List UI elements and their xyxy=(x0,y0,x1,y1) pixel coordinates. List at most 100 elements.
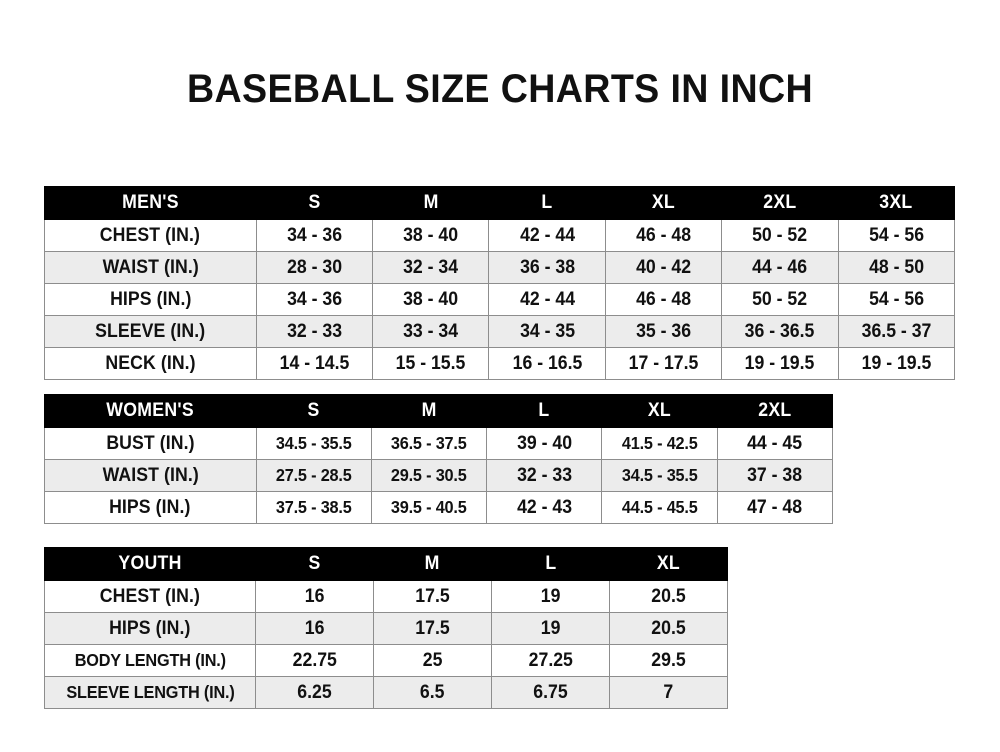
youth-measurement-cell: 22.75 xyxy=(255,644,374,677)
youth-category-header: YOUTH xyxy=(44,547,256,581)
youth-measurement-cell: 20.5 xyxy=(609,580,728,613)
womens-measurement-cell: 44.5 - 45.5 xyxy=(601,491,718,524)
mens-measurement-cell: 46 - 48 xyxy=(604,283,723,316)
youth-size-header-m: M xyxy=(373,547,492,581)
table-row: CHEST (IN.) 16 17.5 19 20.5 xyxy=(44,580,728,613)
youth-row-label: BODY LENGTH (IN.) xyxy=(44,644,256,677)
youth-measurement-cell: 27.25 xyxy=(491,644,610,677)
mens-measurement-cell: 34 - 35 xyxy=(488,315,606,348)
mens-measurement-cell: 15 - 15.5 xyxy=(372,347,490,380)
womens-measurement-cell: 34.5 - 35.5 xyxy=(601,459,718,492)
youth-measurement-cell: 20.5 xyxy=(609,612,728,645)
mens-category-header: MEN'S xyxy=(44,186,257,220)
table-row: WAIST (IN.) 27.5 - 28.5 29.5 - 30.5 32 - 33… xyxy=(44,459,834,492)
womens-measurement-cell: 37 - 38 xyxy=(716,459,834,492)
mens-measurement-cell: 19 - 19.5 xyxy=(721,347,839,380)
youth-measurement-cell: 29.5 xyxy=(609,644,728,677)
youth-measurement-cell: 6.75 xyxy=(491,676,610,709)
womens-size-header-2xl: 2XL xyxy=(716,394,834,428)
womens-measurement-cell: 39 - 40 xyxy=(486,427,603,460)
mens-row-label: WAIST (IN.) xyxy=(44,251,257,284)
womens-size-header-s: S xyxy=(255,394,372,428)
womens-measurement-cell: 41.5 - 42.5 xyxy=(601,427,718,460)
womens-row-label: WAIST (IN.) xyxy=(44,459,257,492)
mens-size-header-2xl: 2XL xyxy=(721,186,839,220)
page-title: BASEBALL SIZE CHARTS IN INCH xyxy=(186,67,814,111)
table-row: HIPS (IN.) 34 - 36 38 - 40 42 - 44 46 - 48 50… xyxy=(44,283,956,316)
mens-row-label: HIPS (IN.) xyxy=(44,283,257,316)
womens-measurement-cell: 29.5 - 30.5 xyxy=(370,459,488,492)
table-row: CHEST (IN.) 34 - 36 38 - 40 42 - 44 46 - 48 5… xyxy=(44,219,956,252)
mens-measurement-cell: 50 - 52 xyxy=(721,219,839,252)
youth-row-label: CHEST (IN.) xyxy=(44,580,256,613)
womens-measurement-cell: 44 - 45 xyxy=(716,427,834,460)
youth-measurement-cell: 6.25 xyxy=(255,676,374,709)
mens-measurement-cell: 48 - 50 xyxy=(837,251,956,284)
mens-measurement-cell: 44 - 46 xyxy=(721,251,839,284)
mens-measurement-cell: 28 - 30 xyxy=(255,251,374,284)
mens-size-header-3xl: 3XL xyxy=(837,186,956,220)
mens-row-label: SLEEVE (IN.) xyxy=(44,315,257,348)
mens-table-body: CHEST (IN.) 34 - 36 38 - 40 42 - 44 46 - 48 5… xyxy=(44,219,956,380)
mens-measurement-cell: 36 - 38 xyxy=(488,251,606,284)
table-row: HIPS (IN.) 37.5 - 38.5 39.5 - 40.5 42 - 43 4… xyxy=(44,491,834,524)
womens-header-row: WOMEN'S S M L XL 2XL xyxy=(44,394,834,428)
womens-measurement-cell: 42 - 43 xyxy=(486,491,603,524)
mens-measurement-cell: 19 - 19.5 xyxy=(837,347,956,380)
mens-measurement-cell: 32 - 34 xyxy=(372,251,490,284)
mens-measurement-cell: 50 - 52 xyxy=(721,283,839,316)
mens-measurement-cell: 40 - 42 xyxy=(604,251,723,284)
table-row: HIPS (IN.) 16 17.5 19 20.5 xyxy=(44,612,728,645)
youth-measurement-cell: 17.5 xyxy=(373,612,492,645)
table-row: SLEEVE (IN.) 32 - 33 33 - 34 34 - 35 35 - 36… xyxy=(44,315,956,348)
womens-measurement-cell: 37.5 - 38.5 xyxy=(255,491,372,524)
womens-measurement-cell: 27.5 - 28.5 xyxy=(255,459,372,492)
mens-table-head: MEN'S S M L XL 2XL 3XL xyxy=(44,186,956,220)
table-row: NECK (IN.) 14 - 14.5 15 - 15.5 16 - 16.5 17 … xyxy=(44,347,956,380)
womens-size-header-m: M xyxy=(370,394,488,428)
table-row: BODY LENGTH (IN.) 22.75 25 27.25 29.5 xyxy=(44,644,728,677)
youth-size-table: YOUTH S M L XL CHEST (IN.) 16 17.5 19 20.5 HIPS (… xyxy=(44,547,728,709)
mens-row-label: CHEST (IN.) xyxy=(44,219,257,252)
mens-size-header-s: S xyxy=(255,186,374,220)
womens-table-body: BUST (IN.) 34.5 - 35.5 36.5 - 37.5 39 - 40 4… xyxy=(44,427,834,524)
womens-measurement-cell: 47 - 48 xyxy=(716,491,834,524)
mens-measurement-cell: 36.5 - 37 xyxy=(837,315,956,348)
mens-measurement-cell: 36 - 36.5 xyxy=(721,315,839,348)
womens-measurement-cell: 32 - 33 xyxy=(486,459,603,492)
table-row: WAIST (IN.) 28 - 30 32 - 34 36 - 38 40 - 42 4… xyxy=(44,251,956,284)
youth-measurement-cell: 19 xyxy=(491,612,610,645)
mens-size-header-m: M xyxy=(372,186,490,220)
youth-row-label: HIPS (IN.) xyxy=(44,612,256,645)
mens-measurement-cell: 33 - 34 xyxy=(372,315,490,348)
mens-measurement-cell: 38 - 40 xyxy=(372,283,490,316)
mens-measurement-cell: 35 - 36 xyxy=(604,315,723,348)
mens-header-row: MEN'S S M L XL 2XL 3XL xyxy=(44,186,956,220)
mens-measurement-cell: 38 - 40 xyxy=(372,219,490,252)
mens-size-table: MEN'S S M L XL 2XL 3XL CHEST (IN.) 34 - 36 38 - … xyxy=(44,186,956,380)
youth-measurement-cell: 16 xyxy=(255,580,374,613)
womens-measurement-cell: 39.5 - 40.5 xyxy=(370,491,488,524)
mens-measurement-cell: 42 - 44 xyxy=(488,219,606,252)
youth-header-row: YOUTH S M L XL xyxy=(44,547,728,581)
youth-table-head: YOUTH S M L XL xyxy=(44,547,728,581)
mens-measurement-cell: 14 - 14.5 xyxy=(255,347,374,380)
mens-measurement-cell: 34 - 36 xyxy=(255,283,374,316)
womens-measurement-cell: 34.5 - 35.5 xyxy=(255,427,372,460)
youth-size-header-xl: XL xyxy=(609,547,728,581)
womens-size-header-xl: XL xyxy=(601,394,718,428)
mens-measurement-cell: 16 - 16.5 xyxy=(488,347,606,380)
youth-table-body: CHEST (IN.) 16 17.5 19 20.5 HIPS (IN.) 16 17.5 1… xyxy=(44,580,728,709)
womens-table-head: WOMEN'S S M L XL 2XL xyxy=(44,394,834,428)
youth-size-header-s: S xyxy=(255,547,374,581)
youth-measurement-cell: 7 xyxy=(609,676,728,709)
mens-measurement-cell: 32 - 33 xyxy=(255,315,374,348)
mens-size-header-xl: XL xyxy=(604,186,723,220)
mens-measurement-cell: 46 - 48 xyxy=(604,219,723,252)
mens-measurement-cell: 17 - 17.5 xyxy=(604,347,723,380)
youth-measurement-cell: 6.5 xyxy=(373,676,492,709)
mens-row-label: NECK (IN.) xyxy=(44,347,257,380)
youth-row-label: SLEEVE LENGTH (IN.) xyxy=(44,676,256,709)
table-row: SLEEVE LENGTH (IN.) 6.25 6.5 6.75 7 xyxy=(44,676,728,709)
